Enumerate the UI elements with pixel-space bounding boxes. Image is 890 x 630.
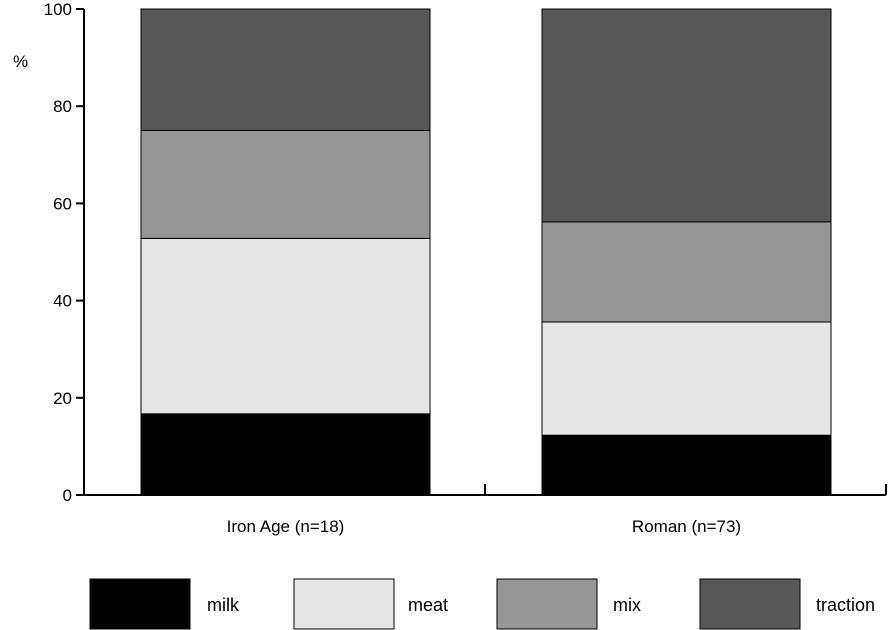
legend: milk meat mix traction — [89, 578, 875, 630]
y-tick-label: 80 — [53, 97, 72, 116]
legend-label-mix: mix — [613, 595, 641, 615]
category-label: Iron Age (n=18) — [227, 517, 345, 536]
y-tick-label: 40 — [53, 292, 72, 311]
y-tick-label: 60 — [53, 194, 72, 213]
legend-swatch-meat — [293, 578, 395, 630]
legend-label-meat: meat — [408, 595, 448, 615]
y-tick-label: 0 — [63, 486, 72, 505]
bars — [140, 8, 832, 496]
x-axis-categories: Iron Age (n=18) Roman (n=73) — [227, 517, 741, 536]
bar-segment-mix — [541, 221, 832, 323]
legend-label-traction: traction — [816, 595, 875, 615]
bar-segment-mix — [140, 130, 431, 239]
bar-segment-traction — [541, 8, 832, 223]
bar-segment-traction — [140, 8, 431, 131]
y-tick-label: 20 — [53, 389, 72, 408]
category-label: Roman (n=73) — [632, 517, 741, 536]
legend-swatch-milk — [89, 578, 191, 630]
y-tick-label: 100 — [44, 0, 72, 19]
legend-swatch-mix — [496, 578, 598, 630]
legend-label-milk: milk — [207, 595, 240, 615]
y-axis-ticks: 0 20 40 60 80 100 — [44, 0, 84, 505]
bar-segment-milk — [140, 413, 431, 496]
bar-segment-meat — [140, 237, 431, 415]
bar-segment-meat — [541, 321, 832, 436]
legend-swatch-traction — [699, 578, 801, 630]
bar-segment-milk — [541, 434, 832, 496]
y-axis-unit-label: % — [13, 52, 28, 71]
